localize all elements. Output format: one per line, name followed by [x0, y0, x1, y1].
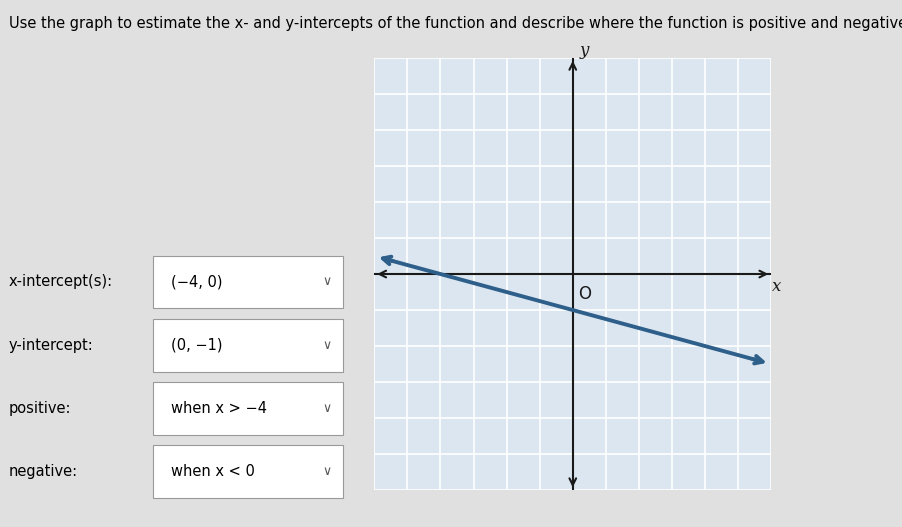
Text: y-intercept:: y-intercept:	[9, 338, 94, 353]
Text: positive:: positive:	[9, 401, 71, 416]
Text: O: O	[578, 285, 591, 303]
Text: y: y	[580, 42, 589, 59]
Text: ∨: ∨	[323, 276, 332, 288]
Text: x: x	[771, 278, 781, 295]
Text: ∨: ∨	[323, 339, 332, 352]
Text: Use the graph to estimate the x- and y-intercepts of the function and describe w: Use the graph to estimate the x- and y-i…	[9, 16, 902, 31]
Text: x-intercept(s):: x-intercept(s):	[9, 275, 113, 289]
Text: ∨: ∨	[323, 402, 332, 415]
Text: ∨: ∨	[323, 465, 332, 478]
Text: negative:: negative:	[9, 464, 78, 479]
Text: when x > −4: when x > −4	[171, 401, 267, 416]
Text: (−4, 0): (−4, 0)	[171, 275, 223, 289]
Text: when x < 0: when x < 0	[171, 464, 255, 479]
Text: (0, −1): (0, −1)	[171, 338, 223, 353]
